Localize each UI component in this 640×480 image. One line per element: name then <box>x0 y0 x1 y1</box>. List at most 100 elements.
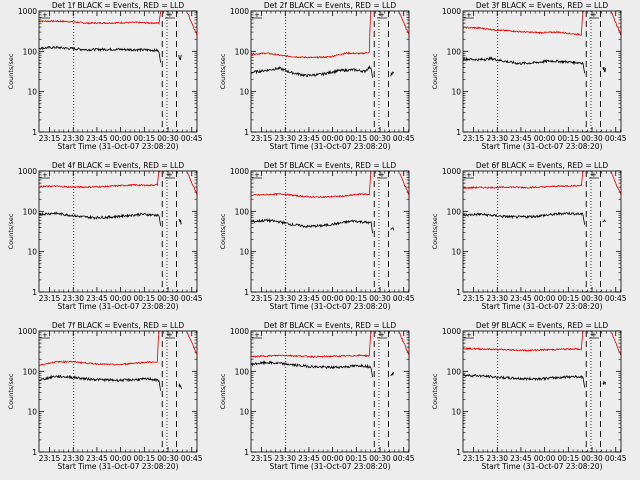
y-tick-label: 100 <box>447 207 462 216</box>
events-series-line <box>390 371 394 376</box>
lld-series-line <box>611 11 622 36</box>
events-series-line <box>462 211 586 225</box>
plus-marker: + <box>591 331 597 339</box>
y-tick-label: 100 <box>23 367 38 376</box>
x-tick-label: 00:30 <box>157 294 179 303</box>
x-tick-label: 23:45 <box>86 134 108 143</box>
lld-series-line <box>399 12 410 36</box>
lld-series-line <box>611 332 622 356</box>
y-tick-label: 10 <box>451 408 461 417</box>
chart-panel: Det 6f BLACK = Events, RED = LLD 1 10 100 10… <box>431 161 627 311</box>
lld-series-line <box>462 170 585 190</box>
plus-marker: + <box>254 171 260 179</box>
chart-panel: Det 9f BLACK = Events, RED = LLD 1 10 100 10… <box>431 321 627 471</box>
events-series-line <box>602 66 606 73</box>
y-tick-label: 1 <box>456 448 461 457</box>
x-tick-label: 23:15 <box>251 134 273 143</box>
x-tick-label: 00:15 <box>558 134 580 143</box>
lld-series-line <box>187 12 198 36</box>
x-tick-label: 23:45 <box>510 454 532 463</box>
events-series-line <box>462 56 586 74</box>
x-tick-label: 00:45 <box>605 294 627 303</box>
x-tick-label: 23:15 <box>463 454 485 463</box>
x-tick-label: 23:45 <box>298 454 320 463</box>
lld-series-line <box>399 332 410 356</box>
plus-marker: + <box>167 11 173 19</box>
y-axis-label: Counts/sec <box>219 373 227 409</box>
lld-series-line <box>38 170 161 189</box>
x-tick-label: 23:30 <box>486 134 508 143</box>
y-tick-label: 10 <box>27 88 37 97</box>
y-tick-label: 100 <box>23 47 38 56</box>
x-tick-label: 23:15 <box>251 294 273 303</box>
x-tick-label: 00:15 <box>558 454 580 463</box>
y-tick-label: 10 <box>27 248 37 257</box>
chart-panel: Det 7f BLACK = Events, RED = LLD 1 10 100 10… <box>7 321 203 471</box>
y-tick-label: 1 <box>244 288 249 297</box>
plot-frame <box>38 10 198 133</box>
x-tick-label: 00:15 <box>134 454 156 463</box>
chart-panel: Det 3f BLACK = Events, RED = LLD 1 10 100 10… <box>431 1 627 151</box>
x-tick-label: 00:00 <box>110 294 132 303</box>
chart-title: Det 4f BLACK = Events, RED = LLD <box>52 161 185 170</box>
plot-frame <box>250 330 410 453</box>
x-tick-label: 00:15 <box>134 294 156 303</box>
chart-panel: Det 5f BLACK = Events, RED = LLD 1 10 100 10… <box>219 161 415 311</box>
plus-marker: + <box>591 11 597 19</box>
x-tick-label: 23:30 <box>486 454 508 463</box>
x-tick-label: 00:30 <box>369 134 391 143</box>
plus-marker: + <box>466 11 472 19</box>
chart-title: Det 3f BLACK = Events, RED = LLD <box>476 1 609 10</box>
plus-marker: + <box>254 331 260 339</box>
lld-series-line <box>38 10 162 25</box>
x-tick-label: 23:15 <box>39 454 61 463</box>
events-series-line <box>178 382 182 390</box>
lld-series-line <box>187 332 198 356</box>
lld-series-line <box>187 172 198 195</box>
y-tick-label: 1000 <box>18 7 37 16</box>
y-tick-label: 10 <box>27 408 37 417</box>
y-tick-label: 10 <box>451 88 461 97</box>
x-tick-label: 00:45 <box>181 134 203 143</box>
events-series-line <box>250 218 374 234</box>
x-axis-label: Start Time (31-Oct-07 23:08:20) <box>269 302 390 311</box>
x-tick-label: 23:15 <box>463 134 485 143</box>
plus-marker: + <box>167 331 173 339</box>
x-tick-label: 00:30 <box>581 134 603 143</box>
y-tick-label: 1000 <box>18 327 37 336</box>
lld-series-line <box>250 10 373 59</box>
y-tick-label: 10 <box>239 88 249 97</box>
plus-marker: + <box>42 331 48 339</box>
x-tick-label: 00:45 <box>181 294 203 303</box>
y-axis-label: Counts/sec <box>7 53 15 89</box>
x-tick-label: 23:30 <box>62 454 84 463</box>
x-tick-label: 00:15 <box>134 134 156 143</box>
x-tick-label: 00:30 <box>369 454 391 463</box>
x-tick-label: 00:45 <box>181 454 203 463</box>
x-tick-label: 00:00 <box>534 454 556 463</box>
lld-series-line <box>462 10 585 36</box>
x-axis-label: Start Time (31-Oct-07 23:08:20) <box>269 462 390 471</box>
chart-title: Det 7f BLACK = Events, RED = LLD <box>52 321 185 330</box>
chart-title: Det 9f BLACK = Events, RED = LLD <box>476 321 609 330</box>
x-tick-label: 23:45 <box>298 294 320 303</box>
chart-title: Det 6f BLACK = Events, RED = LLD <box>476 161 609 170</box>
x-tick-label: 00:45 <box>605 134 627 143</box>
y-tick-label: 1000 <box>230 7 249 16</box>
events-series-line <box>602 219 606 223</box>
chart-title: Det 5f BLACK = Events, RED = LLD <box>264 161 397 170</box>
x-tick-label: 00:45 <box>605 454 627 463</box>
x-tick-label: 23:45 <box>298 134 320 143</box>
x-axis-label: Start Time (31-Oct-07 23:08:20) <box>269 142 390 151</box>
x-tick-label: 23:15 <box>39 294 61 303</box>
events-series-line <box>250 64 374 78</box>
y-axis-label: Counts/sec <box>431 53 439 89</box>
y-tick-label: 100 <box>23 207 38 216</box>
y-tick-label: 10 <box>239 248 249 257</box>
plus-marker: + <box>466 331 472 339</box>
y-tick-label: 100 <box>235 47 250 56</box>
lld-series-line <box>462 330 585 352</box>
x-tick-label: 23:15 <box>463 294 485 303</box>
y-tick-label: 1 <box>244 448 249 457</box>
y-tick-label: 1 <box>456 288 461 297</box>
